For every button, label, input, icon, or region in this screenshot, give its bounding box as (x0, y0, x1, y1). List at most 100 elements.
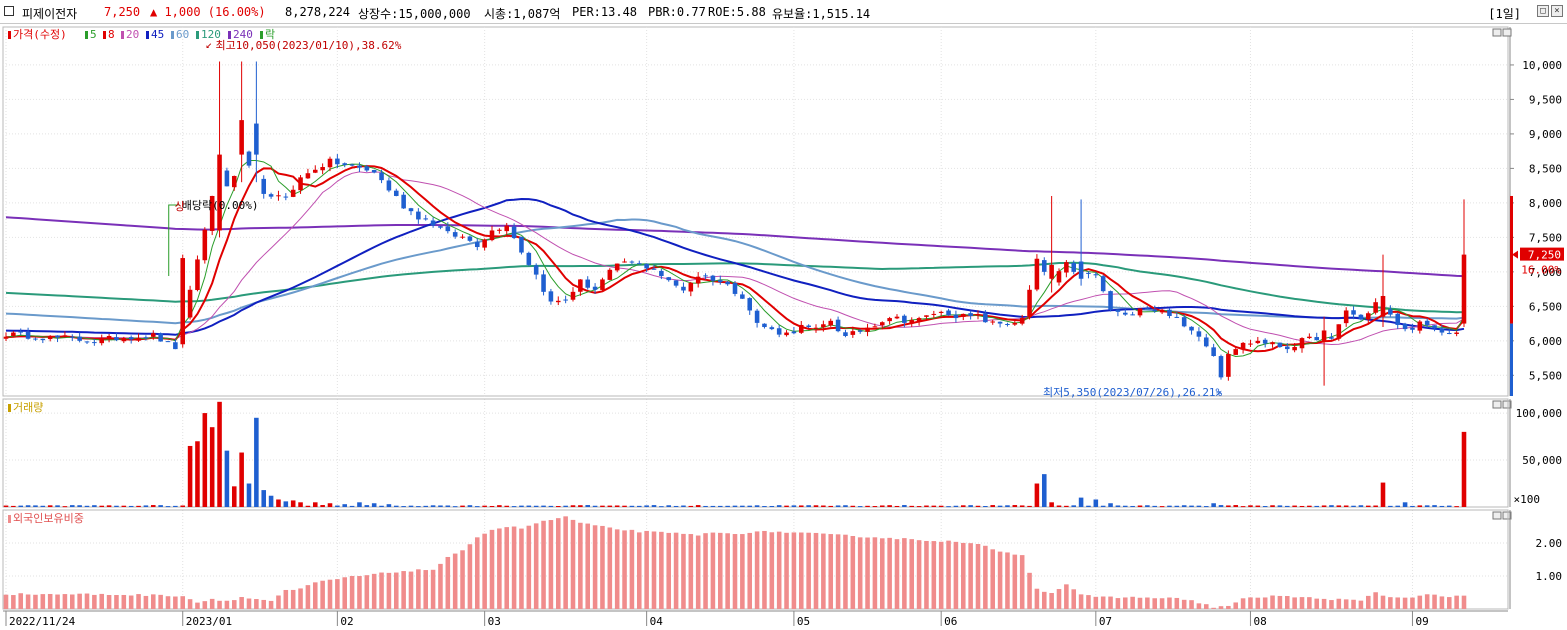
close-icon[interactable]: × (1551, 5, 1563, 17)
volume-bar (1174, 505, 1180, 507)
pane-close-icon[interactable] (1502, 400, 1512, 409)
pane-close-icon[interactable] (1502, 28, 1512, 37)
candle-body (541, 274, 546, 292)
volume-bar (3, 505, 9, 507)
foreign-bar (1012, 554, 1018, 609)
candle-body (379, 172, 384, 181)
foreign-bar (1277, 595, 1283, 609)
candle-body (850, 331, 856, 335)
maximize-icon[interactable]: □ (1537, 5, 1549, 17)
x-tick-label: 2022/11/24 (9, 615, 76, 628)
foreign-bar (401, 571, 406, 609)
volume-bar (872, 506, 878, 508)
foreign-bar (1240, 598, 1246, 609)
legend-swatch (103, 31, 106, 39)
foreign-bar (386, 572, 392, 609)
foreign-bar (924, 540, 929, 609)
volume-bar (673, 505, 679, 507)
legend-swatch (260, 31, 263, 39)
candle-body (762, 323, 767, 328)
volume-legend-swatch (8, 404, 11, 412)
legend-swatch (196, 31, 199, 39)
foreign-bar (416, 569, 421, 609)
foreign-bar (217, 600, 222, 609)
volume-bar (92, 505, 97, 507)
candle-body (497, 229, 502, 231)
candle-body (607, 269, 613, 280)
candle-body (99, 338, 105, 344)
foreign-bar (357, 576, 362, 609)
candle-body (578, 279, 583, 292)
candle-body (1240, 342, 1246, 350)
foreign-bar (1086, 595, 1091, 609)
candle-body (644, 263, 649, 269)
foreign-bar (11, 595, 16, 609)
pane-minimize-icon[interactable] (1492, 28, 1502, 37)
volume-bar (18, 505, 24, 507)
pane-minimize-icon[interactable] (1492, 511, 1502, 520)
volume-bar (416, 506, 421, 508)
candle-body (865, 327, 870, 332)
candle-body (364, 166, 370, 171)
foreign-bar (290, 589, 296, 609)
candle-body (1395, 313, 1401, 325)
foreign-bar (261, 599, 267, 609)
compare-checkbox[interactable] (4, 6, 14, 16)
foreign-bar (821, 533, 826, 609)
candle-body (688, 282, 694, 292)
candle-body (747, 298, 753, 311)
foreign-bar (681, 533, 686, 609)
foreign-bar (312, 582, 318, 609)
foreign-bar (1454, 595, 1459, 609)
foreign-bar (1137, 597, 1143, 609)
foreign-bar (1226, 605, 1231, 609)
foreign-bar (1395, 597, 1401, 609)
foreign-bar (106, 595, 112, 609)
candle-body (1137, 308, 1143, 316)
x-tick-label: 07 (1099, 615, 1112, 628)
price-pane (2, 26, 1509, 397)
candle-body (1380, 295, 1386, 317)
volume-bar (798, 505, 804, 507)
foreign-bar (268, 600, 274, 609)
volume-tick-label: 50,000 (1522, 454, 1562, 467)
candle-body (69, 336, 75, 338)
candle-body (1019, 318, 1025, 324)
volume-bar (62, 506, 68, 508)
pane-minimize-icon[interactable] (1492, 400, 1502, 409)
candle-body (960, 313, 966, 317)
candle-body (1167, 309, 1172, 316)
pane-close-icon[interactable] (1502, 511, 1512, 520)
foreign-bar (158, 594, 163, 609)
candle-body (1343, 310, 1349, 324)
volume-bar (629, 505, 635, 507)
foreign-bar (1115, 598, 1121, 609)
volume-bar (1336, 505, 1342, 507)
volume-bar (386, 504, 392, 507)
foreign-bar (1255, 597, 1261, 609)
foreign-bar (828, 534, 834, 609)
candle-body (408, 208, 414, 212)
volume-bar (209, 427, 215, 507)
candle-body (1203, 337, 1209, 347)
volume-bar (1078, 497, 1084, 507)
volume-bar (1262, 506, 1268, 508)
candle-body (239, 120, 244, 155)
candle-body (769, 327, 775, 330)
volume-bar (732, 505, 738, 507)
foreign-bar (180, 596, 186, 609)
period-selector[interactable]: [1일] (1488, 7, 1521, 21)
volume-bar (180, 505, 186, 507)
candle-body (173, 342, 178, 350)
foreign-bar (40, 594, 46, 609)
candle-body (651, 268, 657, 270)
foreign-bar (482, 533, 487, 609)
foreign-bar (548, 520, 554, 609)
volume-bar (784, 505, 789, 507)
price-tick-label: 9,000 (1529, 128, 1562, 141)
candle-body (1336, 324, 1342, 339)
volume-bar (931, 505, 937, 507)
foreign-bar (55, 594, 60, 609)
foreign-bar (1211, 607, 1216, 609)
